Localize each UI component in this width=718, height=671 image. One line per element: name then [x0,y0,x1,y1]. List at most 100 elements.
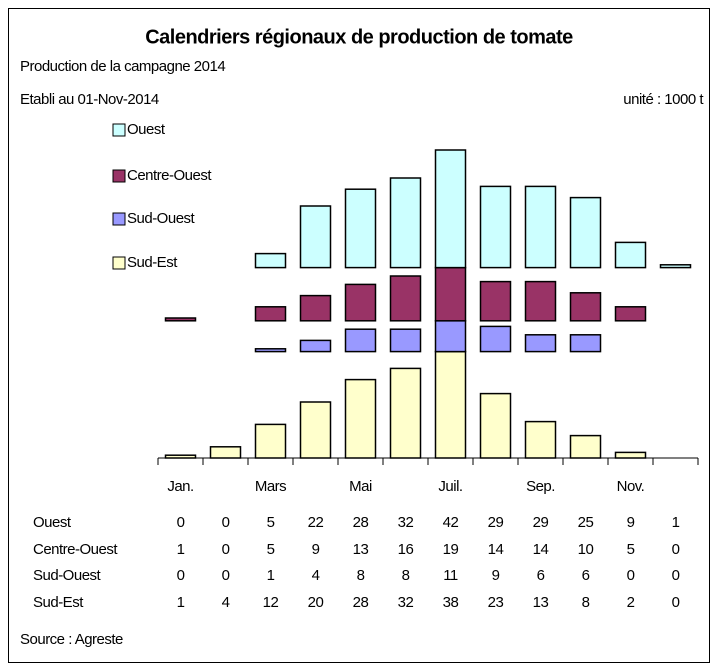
table-value: 14 [533,541,549,558]
bar [434,266,467,322]
bar [659,264,692,269]
table-value: 0 [672,541,680,558]
table-value: 0 [222,514,230,531]
legend-swatch [112,123,126,137]
table-value: 19 [443,541,459,558]
bar [254,348,287,353]
table-value: 22 [308,514,324,531]
table-value: 0 [177,514,185,531]
bar [164,454,197,459]
table-value: 4 [222,594,230,611]
bar [614,241,647,269]
bar [524,280,557,322]
bar [164,317,197,322]
table-value: 5 [267,541,275,558]
bar [434,149,467,269]
table-value: 13 [533,594,549,611]
bar [479,185,512,269]
table-row-label: Ouest [33,514,72,531]
bar [614,306,647,322]
bar [344,328,377,353]
table-value: 32 [398,514,414,531]
bar [299,401,332,459]
bar [389,275,422,322]
table-value: 29 [488,514,504,531]
subtitle: Production de la campagne 2014 [20,58,225,75]
table-value: 1 [267,567,275,584]
bar [389,177,422,269]
bar [209,446,242,459]
x-tick-label: Mars [255,478,286,495]
table-value: 11 [443,567,458,584]
bar [254,252,287,269]
table-value: 0 [177,567,185,584]
table-value: 8 [582,594,590,611]
table-value: 1 [177,541,185,558]
bar [569,434,602,459]
bar [479,392,512,459]
chart-title: Calendriers régionaux de production de t… [145,26,573,48]
table-value: 12 [263,594,279,611]
table-value: 4 [312,567,320,584]
bar [524,334,557,353]
bar [344,283,377,322]
table-value: 0 [672,567,680,584]
bar [434,350,467,459]
bar [299,205,332,269]
bar [569,334,602,353]
legend-swatch [112,212,126,226]
table-row-label: Sud-Ouest [33,567,102,584]
bar [299,294,332,322]
table-value: 25 [578,514,594,531]
table-value: 8 [402,567,410,584]
table-value: 1 [177,594,185,611]
legend-swatch [112,256,126,270]
table-value: 5 [627,541,635,558]
table-value: 0 [672,594,680,611]
bar [479,325,512,353]
bar [389,367,422,459]
bar [344,378,377,459]
table-value: 14 [488,541,504,558]
x-tick-label: Nov. [617,478,645,495]
legend-label: Sud-Est [127,254,178,271]
table-value: 6 [537,567,545,584]
bar [614,451,647,459]
bar [389,328,422,353]
table-value: 10 [578,541,594,558]
legend-label: Centre-Ouest [127,167,212,184]
table-value: 8 [357,567,365,584]
bar [569,196,602,269]
unit: unité : 1000 t [623,91,704,108]
legend-label: Ouest [127,121,166,138]
table-value: 5 [267,514,275,531]
legend-label: Sud-Ouest [127,210,196,227]
table-value: 28 [353,594,369,611]
table-value: 0 [222,541,230,558]
bar [254,423,287,459]
bar [434,320,467,353]
bar [344,188,377,269]
x-tick-label: Juil. [438,478,462,495]
date-note: Etabli au 01-Nov-2014 [20,91,159,108]
x-tick-label: Sep. [526,478,555,495]
bar [299,339,332,353]
x-tick-label: Jan. [167,478,193,495]
table-value: 28 [353,514,369,531]
table-value: 20 [308,594,324,611]
table-row-label: Sud-Est [33,594,84,611]
bar [254,306,287,322]
table-value: 1 [672,514,680,531]
table-row-label: Centre-Ouest [33,541,118,558]
x-tick-label: Mai [349,478,372,495]
table-value: 9 [312,541,320,558]
table-value: 42 [443,514,459,531]
table-value: 9 [627,514,635,531]
bar [524,420,557,459]
table-value: 2 [627,594,635,611]
source: Source : Agreste [20,631,123,648]
table-value: 29 [533,514,549,531]
table-value: 16 [398,541,414,558]
table-value: 9 [492,567,500,584]
